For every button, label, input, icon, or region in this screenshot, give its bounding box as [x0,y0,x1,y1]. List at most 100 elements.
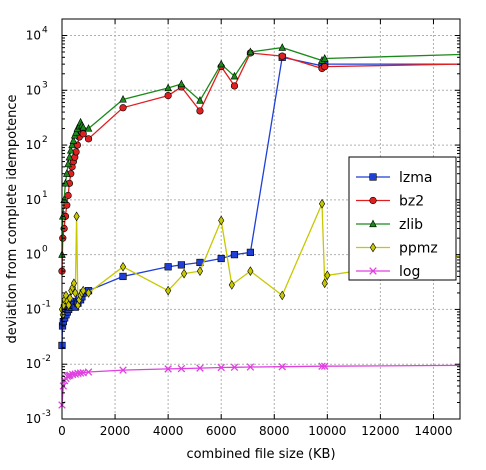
data-point-bz2 [321,63,329,71]
y-tick-label-exponent: 1 [42,190,48,200]
data-point-ppmz [321,278,328,289]
data-point-zlib [196,96,204,104]
data-point-ppmz [180,268,188,279]
legend-label: bz2 [399,194,424,210]
data-point-zlib [84,124,93,132]
data-point-ppmz [247,266,254,276]
data-point-bz2 [84,135,93,143]
series-ppmz [58,198,461,320]
data-point-ppmz [73,211,80,222]
plot-frame [61,18,461,420]
data-point-zlib [217,59,225,68]
x-tick-label: 12000 [361,424,399,438]
y-tick-label-exponent: -1 [42,299,51,309]
data-point-lzma [246,248,254,256]
x-tick-label: 14000 [414,424,452,438]
y-tick-label-exponent: -3 [42,409,51,419]
data-point-ppmz [65,300,72,310]
data-point-log [177,364,186,373]
data-point-log [84,368,93,376]
data-point-ppmz [72,288,79,298]
data-point-ppmz [218,215,225,226]
data-point-zlib [66,145,75,154]
data-point-lzma [217,254,225,263]
legend-item-log: log [356,264,420,280]
data-point-zlib [72,127,80,136]
data-point-log [246,363,255,371]
data-point-ppmz [228,280,235,290]
data-point-ppmz [70,278,77,289]
data-point-log [76,369,85,377]
data-point-log [230,363,239,372]
legend-label: lzma [399,170,432,186]
y-tick-label-base: 10 [26,357,41,371]
x-tick-label: 10000 [308,424,346,438]
data-point-zlib [246,47,255,56]
legend-marker [369,219,377,228]
data-point-ppmz [196,266,204,276]
x-tick-label: 8000 [259,424,290,438]
data-point-log [164,365,172,373]
data-point-zlib [64,159,72,168]
data-point-ppmz [279,290,286,301]
data-point-bz2 [278,52,286,60]
data-point-ppmz [66,293,74,304]
data-point-zlib [119,94,127,103]
data-point-lzma [177,261,186,269]
y-tick-label-exponent: 4 [42,25,48,35]
data-point-ppmz [324,270,331,281]
x-axis-ticks: 0 2000 4000 6000 8000 10000 12000 14000 [58,19,453,438]
y-tick-label-base: 10 [26,83,41,97]
data-point-zlib [164,83,172,92]
data-point-zlib [320,54,329,62]
data-point-zlib [79,122,88,131]
y-tick-label-base: 10 [26,302,41,316]
data-point-zlib [177,79,186,88]
legend-item-zlib: zlib [356,217,423,233]
legend-label: zlib [399,217,423,233]
data-point-zlib [62,169,71,177]
x-tick-label: 4000 [153,424,184,438]
x-tick-label: 0 [58,424,66,438]
data-point-bz2 [64,191,72,200]
legend-label: ppmz [399,241,438,257]
data-point-bz2 [79,130,87,138]
data-point-ppmz [80,285,87,296]
data-point-lzma [164,263,172,271]
data-point-log [119,366,127,374]
data-point-zlib [65,152,74,161]
y-tick-label-base: 10 [26,248,41,262]
legend-item-ppmz: ppmz [356,241,438,257]
y-tick-label-base: 10 [26,28,41,42]
data-point-log [318,362,326,370]
y-tick-label-base: 10 [26,138,41,152]
legend-marker [369,196,377,205]
y-axis-label: deviation from complete idempotence [5,94,20,343]
data-point-log [217,363,225,372]
data-point-zlib [278,43,287,51]
data-point-bz2 [164,91,172,100]
y-tick-label-base: 10 [26,193,41,207]
data-point-zlib [69,136,78,144]
data-point-zlib [68,140,76,149]
data-point-zlib [230,71,239,80]
x-axis-label: combined file size (KB) [186,447,335,462]
data-point-ppmz [165,285,172,296]
data-point-bz2 [119,104,127,112]
data-point-log [196,364,204,372]
data-point-bz2 [230,82,239,90]
data-point-lzma [230,251,239,259]
data-point-ppmz [119,261,127,272]
y-tick-label-exponent: 2 [42,135,48,145]
legend-marker [369,242,377,253]
legend-item-lzma: lzma [356,170,432,186]
y-tick-label-exponent: 3 [42,80,48,90]
data-point-log [278,362,286,371]
x-tick-label: 2000 [100,424,131,438]
x-tick-label: 6000 [206,424,237,438]
legend-marker [369,173,377,181]
legend: lzma bz2 zlib ppmz log [348,156,457,281]
series-log [58,362,461,409]
data-point-ppmz [85,288,92,298]
